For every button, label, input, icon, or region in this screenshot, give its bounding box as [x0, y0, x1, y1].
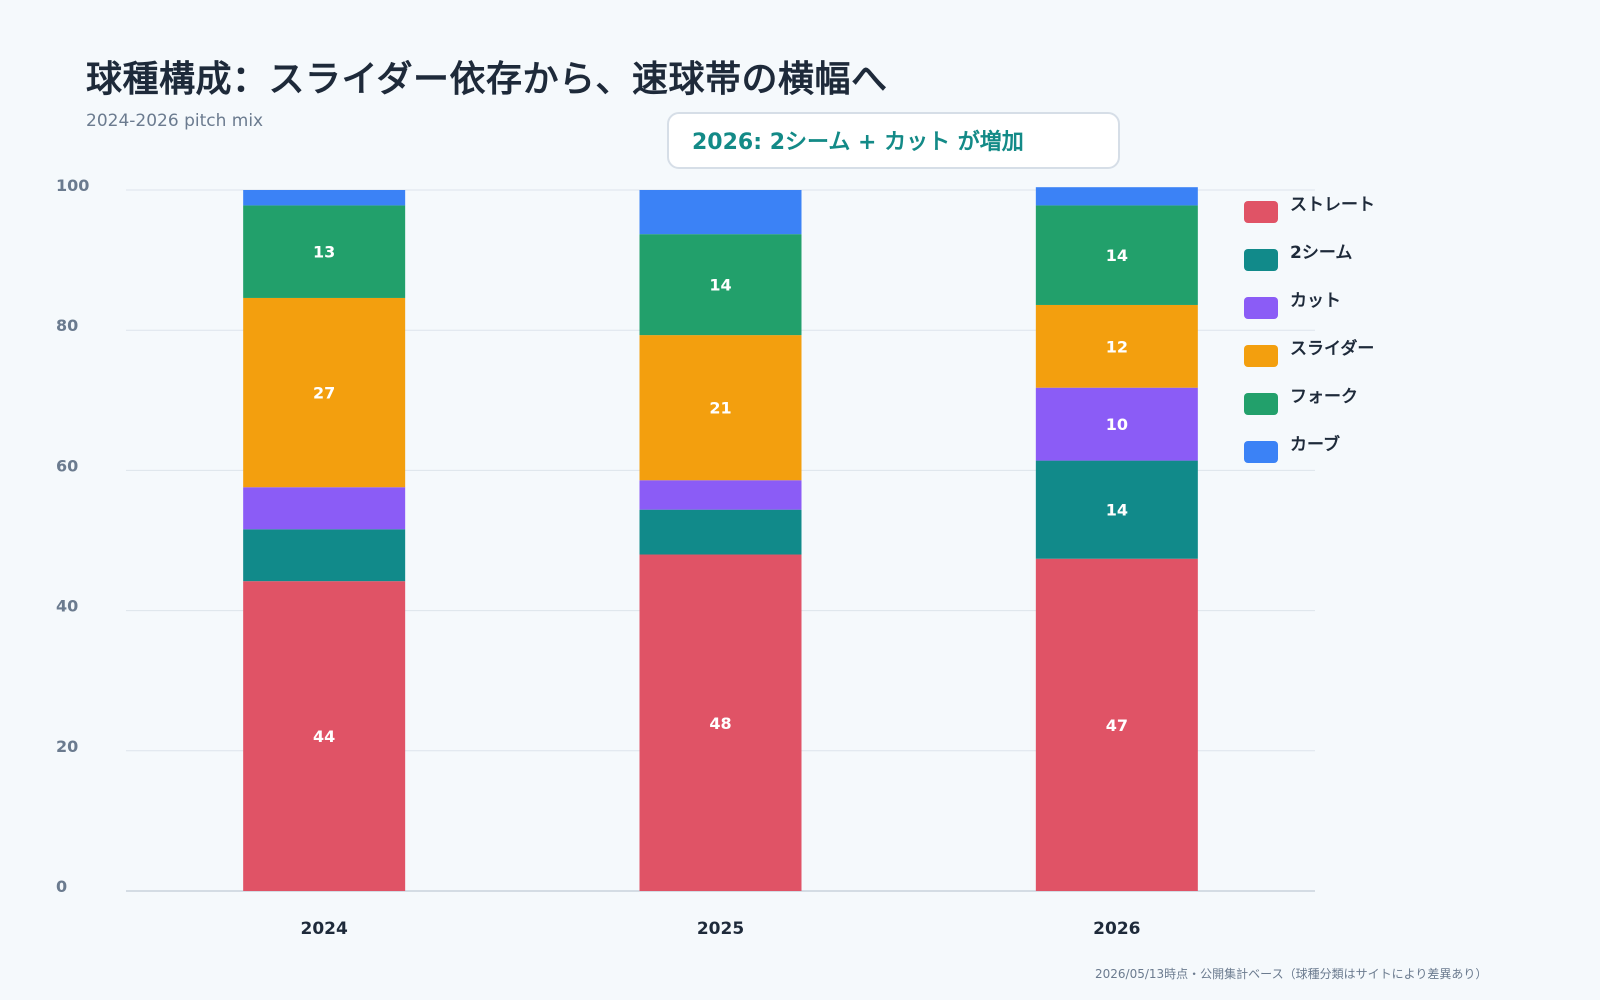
bar-segment	[1035, 304, 1198, 388]
x-tick-label: 2024	[301, 919, 348, 939]
data-label: 13	[313, 243, 335, 262]
legend-label: ストレート	[1290, 195, 1375, 215]
legend-label: カーブ	[1290, 435, 1340, 455]
bar-segment	[639, 234, 802, 336]
legend-swatch	[1244, 201, 1278, 223]
bar-segment	[1035, 187, 1198, 206]
legend-swatch	[1244, 393, 1278, 415]
bar-segment	[639, 554, 802, 891]
legend-swatch	[1244, 441, 1278, 463]
data-label: 14	[1106, 246, 1128, 265]
bar-segment	[1035, 205, 1198, 305]
legend-swatch	[1244, 249, 1278, 271]
legend-item: カット	[1244, 286, 1375, 334]
x-tick-label: 2025	[697, 919, 744, 939]
legend-swatch	[1244, 297, 1278, 319]
legend-item: カーブ	[1244, 430, 1375, 478]
data-label: 14	[709, 276, 731, 295]
bar-segment	[1035, 387, 1198, 461]
legend-label: カット	[1290, 291, 1341, 311]
legend-item: フォーク	[1244, 382, 1375, 430]
bar-segment	[639, 190, 802, 235]
y-tick-label: 100	[56, 176, 89, 195]
data-label: 44	[313, 727, 335, 746]
y-tick-label: 60	[56, 456, 78, 475]
footnote: 2026/05/13時点・公開集計ベース（球種分類はサイトにより差異あり）	[1095, 967, 1488, 981]
bar-segment	[243, 581, 406, 891]
data-label: 12	[1106, 337, 1128, 356]
bar-segment	[1035, 558, 1198, 891]
legend-swatch	[1244, 345, 1278, 367]
data-label: 48	[709, 714, 731, 733]
legend-item: スライダー	[1244, 334, 1375, 382]
annotation-callout: 2026: 2シーム + カット が増加	[667, 112, 1120, 169]
y-tick-label: 20	[56, 737, 78, 756]
data-label: 27	[313, 384, 335, 403]
y-tick-label: 40	[56, 597, 78, 616]
y-tick-label: 0	[56, 877, 67, 896]
x-tick-label: 2026	[1093, 919, 1140, 939]
bar-segment	[243, 487, 406, 530]
bar-segment	[639, 335, 802, 481]
data-label: 14	[1106, 501, 1128, 520]
legend-label: フォーク	[1290, 387, 1358, 407]
legend-label: スライダー	[1290, 339, 1375, 359]
chart-legend: ストレート 2シームカットスライダーフォークカーブ	[1244, 190, 1375, 478]
bar-segment	[243, 529, 406, 582]
y-tick-label: 80	[56, 316, 78, 335]
chart-title: 球種構成：スライダー依存から、速球帯の横幅へ	[86, 59, 888, 100]
data-label: 21	[709, 399, 731, 418]
data-label: 47	[1106, 716, 1128, 735]
bar-segment	[639, 509, 802, 555]
bar-segment	[243, 205, 406, 298]
chart-subtitle: 2024-2026 pitch mix	[86, 111, 264, 131]
legend-item: 2シーム	[1244, 238, 1375, 286]
data-label: 10	[1106, 415, 1128, 434]
legend-label: 2シーム	[1290, 243, 1353, 263]
legend-item: ストレート	[1244, 190, 1375, 238]
bar-segment	[639, 480, 802, 510]
bar-segment	[1035, 460, 1198, 559]
bar-segment	[243, 297, 406, 488]
bar-segment	[243, 190, 406, 206]
